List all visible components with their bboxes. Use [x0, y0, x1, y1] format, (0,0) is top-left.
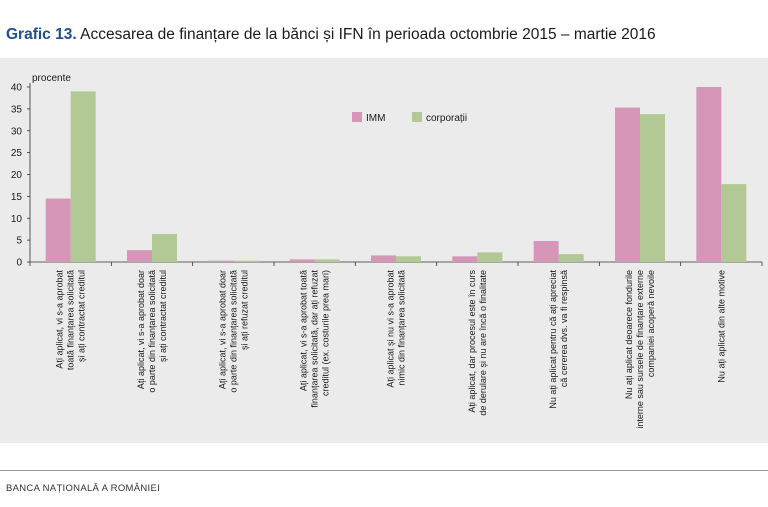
x-category-label: Nu ați aplicat din alte motive: [716, 270, 726, 383]
y-tick-label: 15: [11, 192, 23, 203]
x-category-label-line: Nu ați aplicat din alte motive: [716, 270, 726, 383]
x-category-label-line: creditul (ex. costurile prea mari): [321, 270, 331, 396]
x-category-label-line: de derulare și nu are încă o finalitate: [478, 270, 488, 416]
x-category-label: Ați aplicat, vi s-a aprobat doaro parte …: [136, 270, 168, 393]
bar-corporatii: [477, 252, 503, 262]
bar-corporatii: [314, 259, 340, 262]
chart-title-number: Grafic 13.: [6, 26, 77, 43]
bar-corporatii: [558, 254, 584, 262]
x-category-label-line: o parte din finanțarea solicitată: [228, 270, 238, 393]
y-tick-label: 30: [11, 126, 23, 137]
bar-corporatii: [640, 114, 665, 262]
y-tick-label: 20: [11, 170, 23, 181]
x-category-label-line: că cererea dvs. va fi respinsă: [559, 270, 569, 387]
x-category-label-line: toată finanțarea solicitată: [66, 270, 76, 370]
y-tick-label: 40: [11, 83, 23, 94]
y-axis-label: procente: [32, 73, 71, 84]
x-category-label-line: interne sau sursele de finanțare externe: [635, 270, 645, 429]
bar-corporatii: [70, 91, 96, 262]
x-category-label: Ați aplicat, vi s-a aprobat doaro parte …: [217, 270, 249, 393]
legend-label-imm: IMM: [366, 113, 385, 124]
bar-imm: [45, 198, 71, 262]
y-tick-label: 25: [11, 148, 23, 159]
bar-imm: [208, 260, 234, 262]
legend-label-corporatii: corporații: [426, 113, 467, 124]
bar-corporatii: [233, 260, 259, 262]
x-category-label: Ați aplicat, dar procesul este în cursde…: [467, 270, 488, 416]
x-category-label-line: și ați contractat creditul: [158, 270, 168, 362]
x-category-label-line: Ați aplicat, vi s-a aprobat doar: [136, 270, 146, 389]
x-category-label-line: și ați refuzat creditul: [239, 270, 249, 350]
x-category-label-line: nimic din finanțarea solicitată: [397, 270, 407, 386]
footer-divider: [0, 470, 768, 471]
bar-chart: procente 0 5 10 15 20 25 30 35 40 Ați aplicat, vi …: [11, 73, 763, 429]
footer-text: BANCA NAȚIONALĂ A ROMÂNIEI: [6, 483, 161, 494]
x-category-label-line: Ați aplicat, vi s-a aprobat doar: [217, 270, 227, 389]
chart-panel: procente 0 5 10 15 20 25 30 35 40 Ați aplicat, vi …: [0, 58, 768, 443]
x-category-label-line: companiei acoperă nevoile: [646, 270, 656, 377]
x-category-label-line: o parte din finanțarea solicitată: [147, 270, 157, 393]
bar-corporatii: [721, 184, 747, 262]
x-category-label-line: Ați aplicat, dar procesul este în curs: [467, 270, 477, 413]
x-category-label-line: Ați aplicat, vi s-a aprobat: [55, 270, 65, 369]
bar-corporatii: [396, 256, 421, 262]
x-category-label: Ați aplicat, vi s-a aprobat toatăfinanța…: [299, 270, 331, 408]
bar-imm: [615, 107, 640, 262]
x-category-label-line: Ați aplicat, vi s-a aprobat toată: [299, 270, 309, 391]
chart-title-text: Accesarea de finanțare de la bănci și IF…: [80, 26, 656, 43]
bar-imm: [452, 256, 478, 262]
legend-swatch-corporatii: [412, 112, 422, 122]
x-category-label-line: Nu ați aplicat deoarece fondurile: [624, 270, 634, 399]
chart-title: Grafic 13. Accesarea de finanțare de la …: [6, 26, 656, 44]
y-tick-label: 5: [16, 236, 22, 247]
bar-corporatii: [152, 234, 177, 262]
y-tick-label: 35: [11, 104, 23, 115]
x-category-label: Nu ați aplicat deoarece fondurileinterne…: [624, 270, 656, 429]
bar-imm: [696, 87, 722, 262]
bar-imm: [371, 255, 396, 262]
bar-imm: [533, 241, 559, 262]
bar-imm: [127, 250, 152, 262]
bar-imm: [289, 259, 315, 262]
y-tick-label: 10: [11, 214, 23, 225]
legend-swatch-imm: [352, 112, 362, 122]
y-tick-label: 0: [16, 258, 22, 269]
x-category-label: Ați aplicat și nu vi s-a aprobatnimic di…: [386, 270, 407, 388]
x-category-label-line: Nu ați aplicat pentru că ați apreciat: [548, 270, 558, 409]
x-category-label-line: Ați aplicat și nu vi s-a aprobat: [386, 270, 396, 388]
x-category-label: Ați aplicat, vi s-a aprobattoată finanța…: [55, 270, 87, 371]
x-category-label-line: finanțarea solicitată, dar ați refuzat: [310, 270, 320, 408]
x-category-label: Nu ați aplicat pentru că ați apreciatcă …: [548, 270, 569, 409]
x-category-label-line: și ați contractat creditul: [77, 270, 87, 362]
